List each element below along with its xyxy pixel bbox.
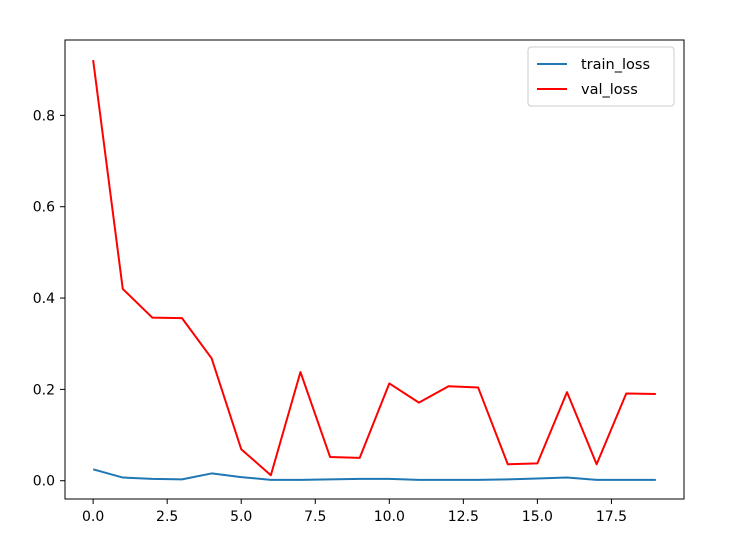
x-tick-label: 0.0	[82, 509, 104, 525]
x-tick-label: 5.0	[230, 509, 252, 525]
plot-area	[92, 59, 656, 481]
legend-box	[527, 46, 675, 107]
series-line-val-loss	[92, 59, 656, 477]
series-line-train-loss	[92, 468, 656, 481]
x-tick-label: 7.5	[304, 509, 326, 525]
y-tick-label: 0.2	[33, 382, 55, 398]
x-tick-label: 12.5	[448, 509, 479, 525]
legend-label-val-loss: val_loss	[581, 82, 638, 98]
x-tick-label: 10.0	[374, 509, 405, 525]
y-tick-label: 0.0	[33, 474, 55, 490]
axes-frame	[64, 39, 685, 500]
axis-ticks: 0.0 2.5 5.0 7.5 10.0 12.5 15.0 17.5 0.0 0.2 0.4 0.6…	[33, 108, 627, 525]
y-tick-label: 0.4	[33, 291, 55, 307]
x-tick-label: 15.0	[522, 509, 553, 525]
legend: train_loss val_loss	[527, 46, 675, 107]
y-tick-label: 0.8	[33, 108, 55, 124]
x-tick-label: 2.5	[156, 509, 178, 525]
y-tick-label: 0.6	[33, 200, 55, 216]
legend-label-train-loss: train_loss	[581, 57, 650, 73]
x-tick-label: 17.5	[596, 509, 627, 525]
